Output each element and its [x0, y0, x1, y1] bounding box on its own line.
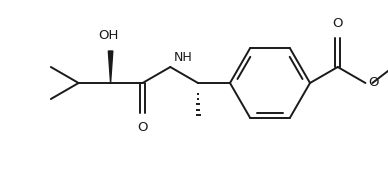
- Polygon shape: [108, 51, 113, 83]
- Text: NH: NH: [173, 51, 192, 64]
- Text: OH: OH: [99, 29, 119, 42]
- Text: O: O: [369, 75, 379, 88]
- Text: O: O: [137, 121, 148, 134]
- Text: O: O: [333, 17, 343, 30]
